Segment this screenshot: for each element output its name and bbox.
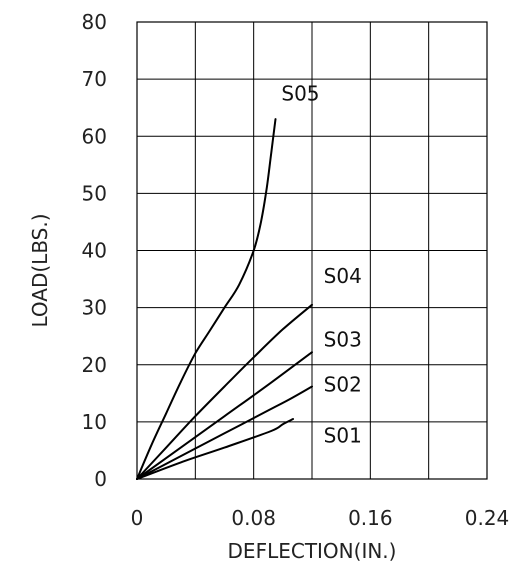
x-tick-label: 0.16 — [348, 506, 393, 530]
series-line-s05 — [136, 118, 277, 480]
series-line-s01 — [136, 418, 294, 480]
y-tick-labels: 0 10 20 30 40 50 60 70 80 — [82, 10, 107, 491]
series-line-s02 — [136, 385, 313, 480]
y-tick-label: 40 — [82, 239, 107, 263]
series-label-s04: S04 — [324, 264, 362, 288]
series-labels: S05 S04 S03 S02 S01 — [281, 81, 361, 447]
y-tick-label: 10 — [82, 410, 107, 434]
y-tick-label: 50 — [82, 181, 107, 205]
y-tick-label: 80 — [82, 10, 107, 34]
plot-frame — [136, 21, 488, 480]
series-line-s04 — [136, 303, 313, 480]
y-tick-label: 60 — [82, 124, 107, 148]
y-tick-label: 20 — [82, 353, 107, 377]
x-axis-title: DEFLECTION(IN.) — [228, 539, 397, 563]
grid — [136, 21, 488, 480]
series-label-s05: S05 — [281, 81, 319, 105]
y-axis-title: LOAD(LBS.) — [28, 213, 52, 327]
series-line-s03 — [136, 351, 313, 480]
x-tick-label: 0.08 — [231, 506, 276, 530]
x-tick-label: 0 — [131, 506, 144, 530]
x-tick-labels: 0 0.08 0.16 0.24 — [131, 506, 510, 530]
y-tick-label: 0 — [94, 467, 107, 491]
x-tick-label: 0.24 — [465, 506, 510, 530]
y-tick-label: 30 — [82, 296, 107, 320]
y-tick-label: 70 — [82, 67, 107, 91]
series-label-s01: S01 — [324, 424, 362, 448]
series-label-s02: S02 — [324, 373, 362, 397]
series-label-s03: S03 — [324, 328, 362, 352]
series-group — [136, 118, 313, 480]
